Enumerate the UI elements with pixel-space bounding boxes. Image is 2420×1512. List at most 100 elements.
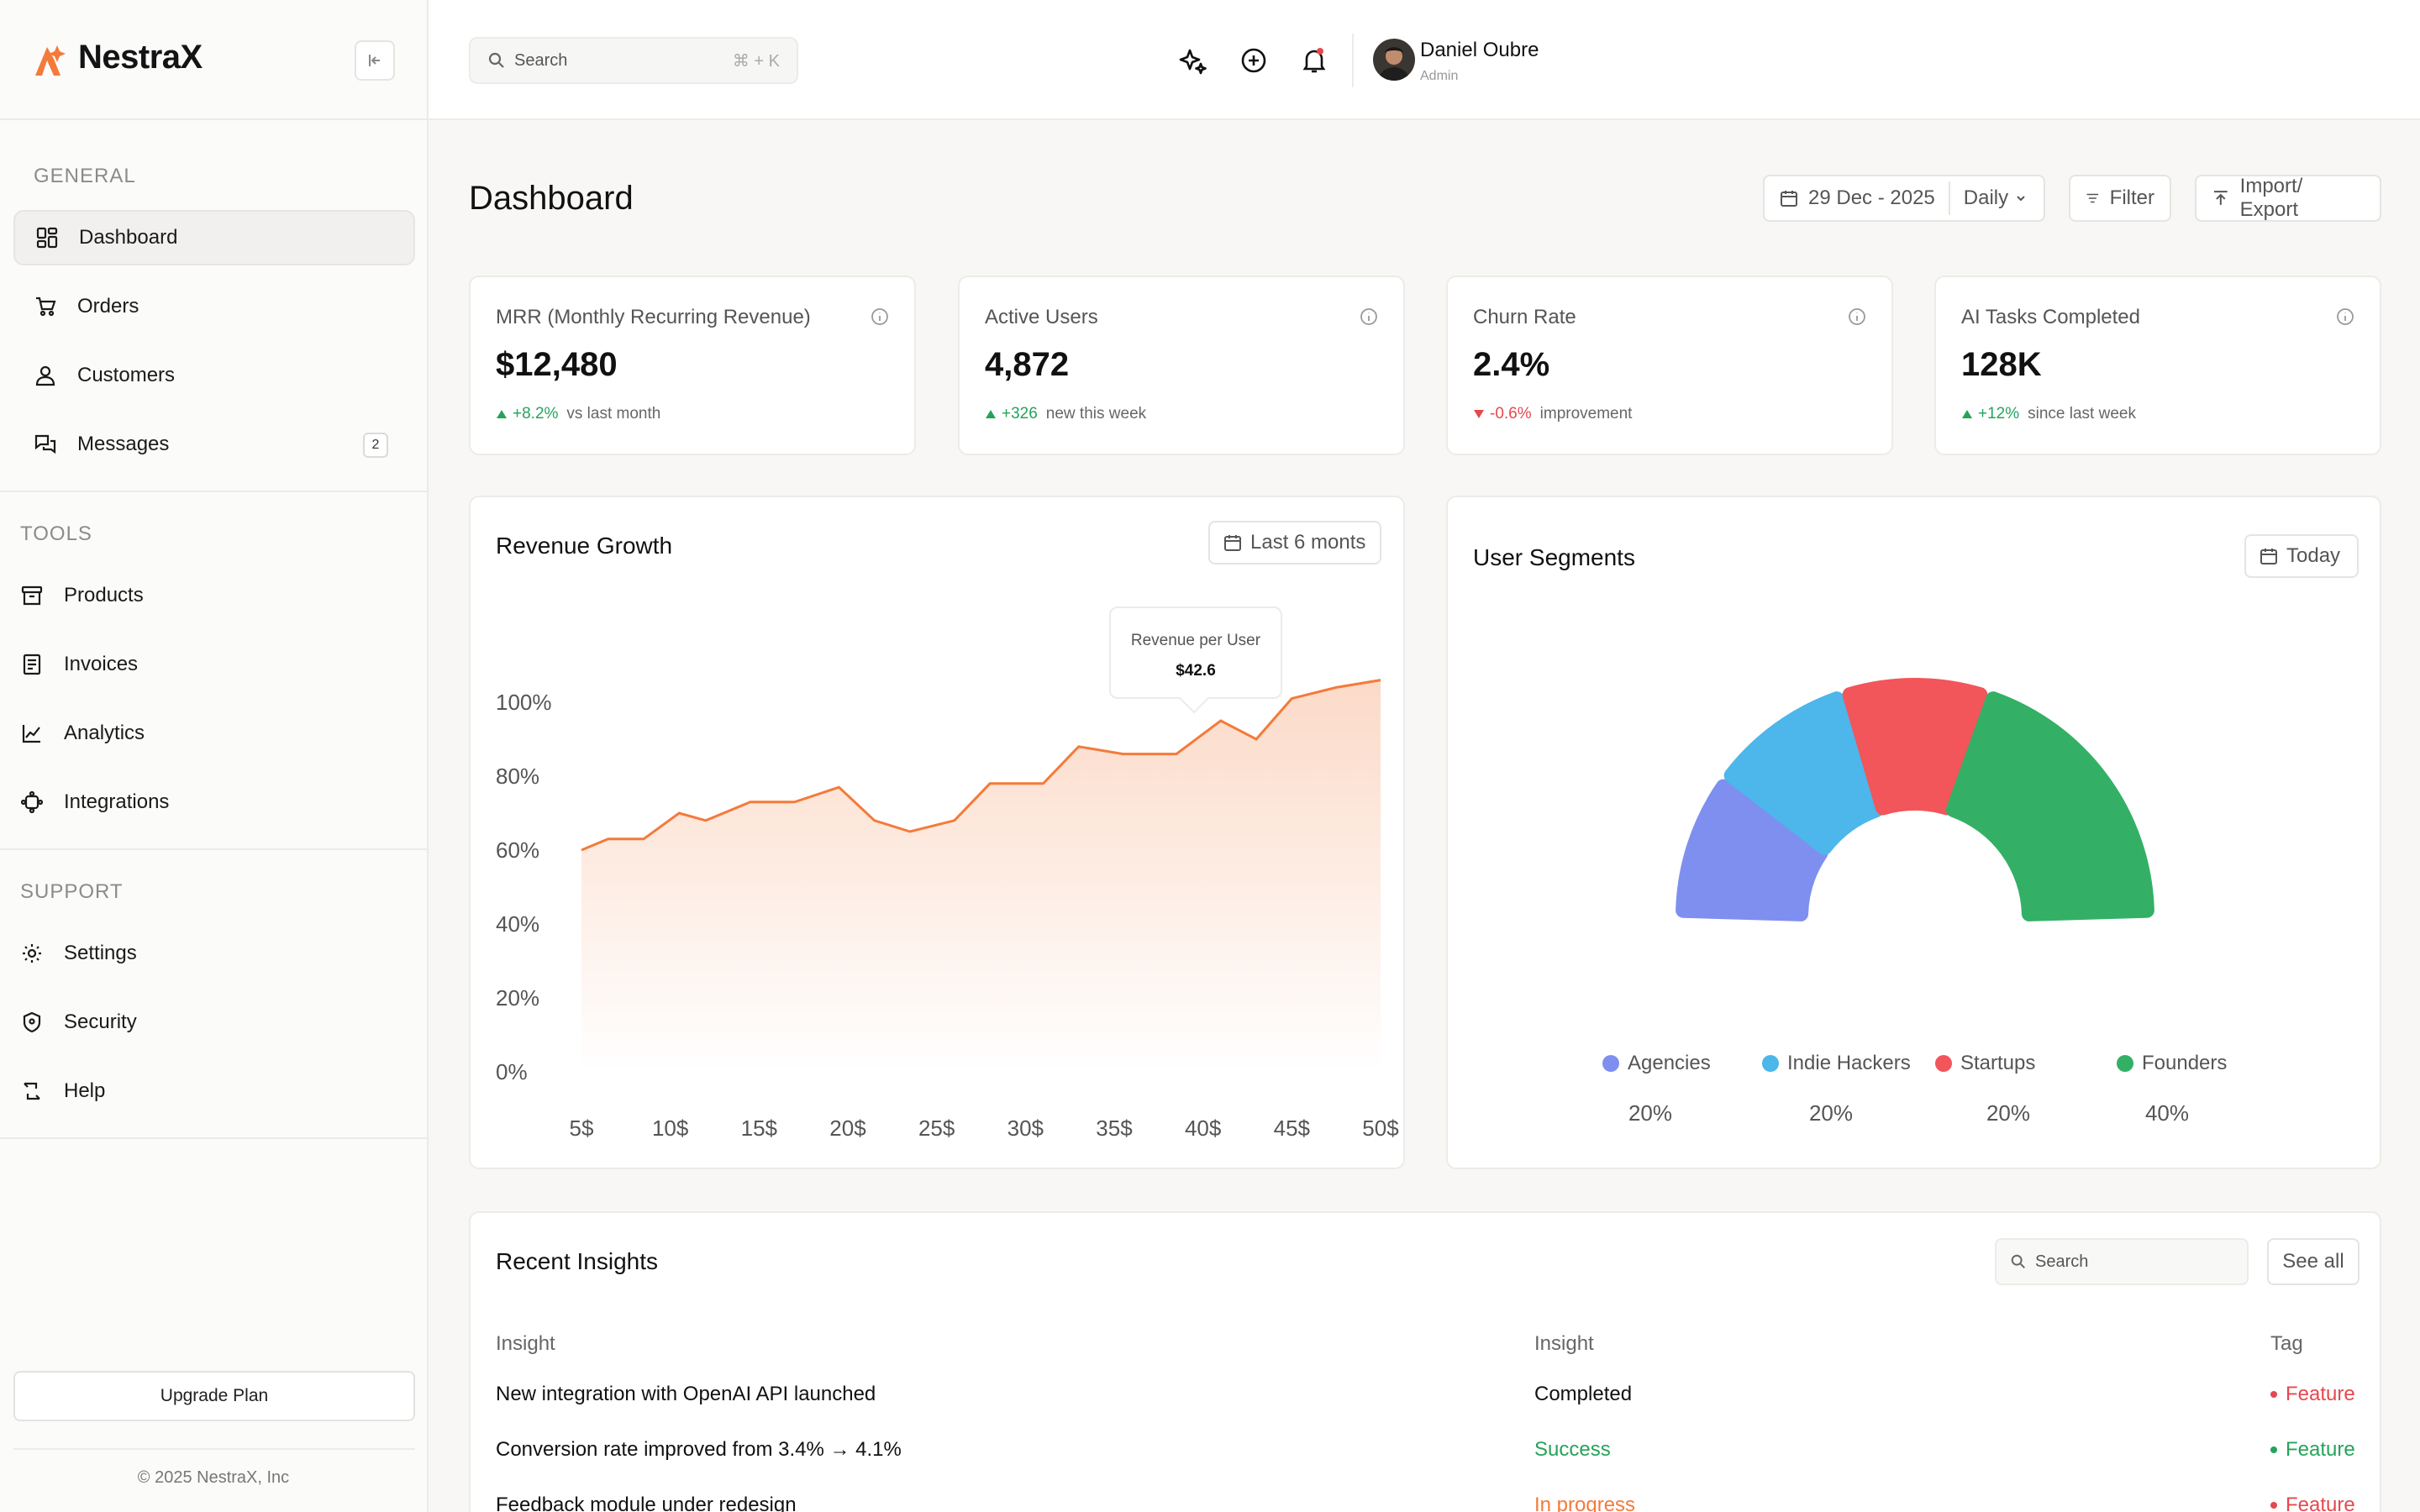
- sidebar-item-analytics[interactable]: Analytics: [13, 706, 415, 761]
- search-icon: [2011, 1254, 2025, 1268]
- legend-dot: [1602, 1055, 1619, 1072]
- segment-arc-agencies[interactable]: [1676, 779, 1828, 921]
- revenue-area-chart: 100% 80% 60% 40% 20% 0% 5$ 10$ 15$ 20$ 25$ 30$ 35$ 4…: [496, 679, 1399, 1141]
- legend-label: Startups: [1960, 1052, 2036, 1074]
- collapse-left-icon: [369, 55, 380, 66]
- calendar-icon: [2260, 549, 2277, 564]
- global-search-input[interactable]: Search ⌘ + K: [469, 37, 798, 84]
- sidebar-item-help[interactable]: Help: [13, 1063, 415, 1119]
- kpi-card-ai-tasks: AI Tasks Completed 128K +12% since last …: [1934, 276, 2381, 455]
- column-header-status: Insight: [1534, 1332, 1594, 1355]
- collapse-sidebar-button[interactable]: [355, 40, 395, 81]
- tag-label: Feature: [2286, 1383, 2355, 1405]
- legend-item-agencies: Agencies: [1602, 1052, 1711, 1075]
- period-label: Daily: [1963, 186, 2009, 209]
- date-period-picker[interactable]: 29 Dec - 2025 Daily: [1763, 175, 2045, 222]
- sidebar-item-label: Analytics: [64, 722, 145, 744]
- revenue-line: [581, 679, 1381, 852]
- sidebar-item-label: Messages: [77, 433, 170, 455]
- sidebar-item-label: Integrations: [64, 790, 170, 813]
- upgrade-plan-button[interactable]: Upgrade Plan: [13, 1371, 415, 1421]
- segment-arc-startups[interactable]: [1842, 678, 1988, 816]
- sidebar-item-integrations[interactable]: Integrations: [13, 774, 415, 830]
- analytics-chart-icon: [20, 722, 44, 745]
- sidebar-item-label: Invoices: [64, 653, 139, 675]
- import-export-button[interactable]: Import/ Export: [2195, 175, 2381, 222]
- cart-icon: [34, 295, 57, 318]
- tag-dot: [2270, 1391, 2277, 1398]
- sidebar-item-messages[interactable]: Messages 2: [13, 417, 415, 472]
- x-tick-label: 15$: [741, 1116, 778, 1141]
- y-tick-label: 100%: [496, 690, 552, 715]
- kpi-delta-note: vs last month: [566, 405, 661, 423]
- insight-text[interactable]: Feedback module under redesign: [496, 1494, 797, 1512]
- sidebar-item-label: Help: [64, 1079, 106, 1102]
- sidebar-item-customers[interactable]: Customers: [13, 348, 415, 403]
- insights-search-input[interactable]: Search: [1995, 1238, 2249, 1285]
- legend-value: 40%: [2144, 1100, 2190, 1126]
- brand-header: NestraX: [0, 0, 427, 120]
- trend-down-icon: [1474, 410, 1484, 418]
- sidebar-item-products[interactable]: Products: [13, 568, 415, 623]
- notifications-button[interactable]: [1297, 44, 1331, 77]
- sidebar-item-label: Customers: [77, 364, 176, 386]
- kpi-delta: +326 new this week: [985, 405, 1146, 423]
- revenue-range-button[interactable]: Last 6 monts: [1208, 521, 1381, 564]
- kpi-delta: +8.2% vs last month: [496, 405, 660, 423]
- insight-text[interactable]: Conversion rate improved from 3.4% → 4.1…: [496, 1438, 902, 1461]
- segment-arc-indie-hackers[interactable]: [1723, 691, 1885, 855]
- x-tick-label: 35$: [1096, 1116, 1133, 1141]
- kpi-delta-note: new this week: [1045, 405, 1147, 423]
- info-icon[interactable]: [2336, 307, 2354, 326]
- column-header-insight: Insight: [496, 1332, 555, 1355]
- messages-count-badge: 2: [363, 433, 388, 458]
- section-label-tools: TOOLS: [20, 522, 92, 545]
- filter-button[interactable]: Filter: [2069, 175, 2171, 222]
- x-tick-label: 40$: [1185, 1116, 1222, 1141]
- kpi-delta-value: +12%: [1978, 405, 2020, 423]
- chat-icon: [34, 433, 57, 456]
- search-shortcut: ⌘ + K: [732, 51, 780, 71]
- segments-card-title: User Segments: [1473, 544, 1635, 570]
- tag-label: Feature: [2286, 1438, 2355, 1461]
- sidebar-item-label: Security: [64, 1011, 137, 1033]
- tooltip-label: Revenue per User: [1130, 632, 1261, 649]
- user-avatar[interactable]: [1373, 39, 1415, 81]
- sidebar-item-dashboard[interactable]: Dashboard: [13, 210, 415, 265]
- tag-label: Feature: [2286, 1494, 2355, 1512]
- invoice-icon: [20, 653, 44, 676]
- sidebar-item-invoices[interactable]: Invoices: [13, 637, 415, 692]
- legend-label: Founders: [2142, 1052, 2228, 1074]
- insights-card-title: Recent Insights: [496, 1248, 658, 1274]
- sidebar-item-settings[interactable]: Settings: [13, 926, 415, 981]
- legend-dot: [2117, 1055, 2133, 1072]
- filter-icon: [2086, 193, 2099, 203]
- kpi-delta-note: since last week: [2028, 405, 2136, 423]
- revenue-area-fill: [581, 680, 1381, 1072]
- info-icon[interactable]: [871, 307, 889, 326]
- sidebar-item-orders[interactable]: Orders: [13, 279, 415, 334]
- shield-icon: [20, 1011, 44, 1034]
- copyright-text: © 2025 NestraX, Inc: [137, 1468, 290, 1487]
- sidebar-item-label: Dashboard: [79, 226, 178, 249]
- insight-text[interactable]: New integration with OpenAI API launched: [496, 1383, 876, 1405]
- see-all-button[interactable]: See all: [2267, 1238, 2360, 1285]
- kpi-delta: -0.6% improvement: [1473, 405, 1632, 423]
- legend-value: 20%: [1808, 1100, 1854, 1126]
- help-icon: [20, 1079, 44, 1103]
- add-button[interactable]: [1237, 44, 1270, 77]
- kpi-label: Active Users: [985, 306, 1098, 328]
- ai-sparkle-button[interactable]: [1176, 44, 1210, 77]
- sidebar-item-security[interactable]: Security: [13, 995, 415, 1050]
- picker-separator: [1948, 181, 1950, 215]
- info-icon[interactable]: [1360, 307, 1378, 326]
- segment-arc-founders[interactable]: [1945, 691, 2154, 921]
- kpi-delta-value: -0.6%: [1490, 405, 1532, 423]
- kpi-value: 128K: [1961, 346, 2042, 383]
- kpi-delta-note: improvement: [1539, 405, 1633, 423]
- sidebar-divider: [0, 848, 427, 850]
- segments-range-button[interactable]: Today: [2244, 534, 2359, 578]
- info-icon[interactable]: [1848, 307, 1866, 326]
- revenue-tooltip: Revenue per User $42.6: [1109, 606, 1282, 699]
- y-tick-label: 20%: [496, 985, 539, 1011]
